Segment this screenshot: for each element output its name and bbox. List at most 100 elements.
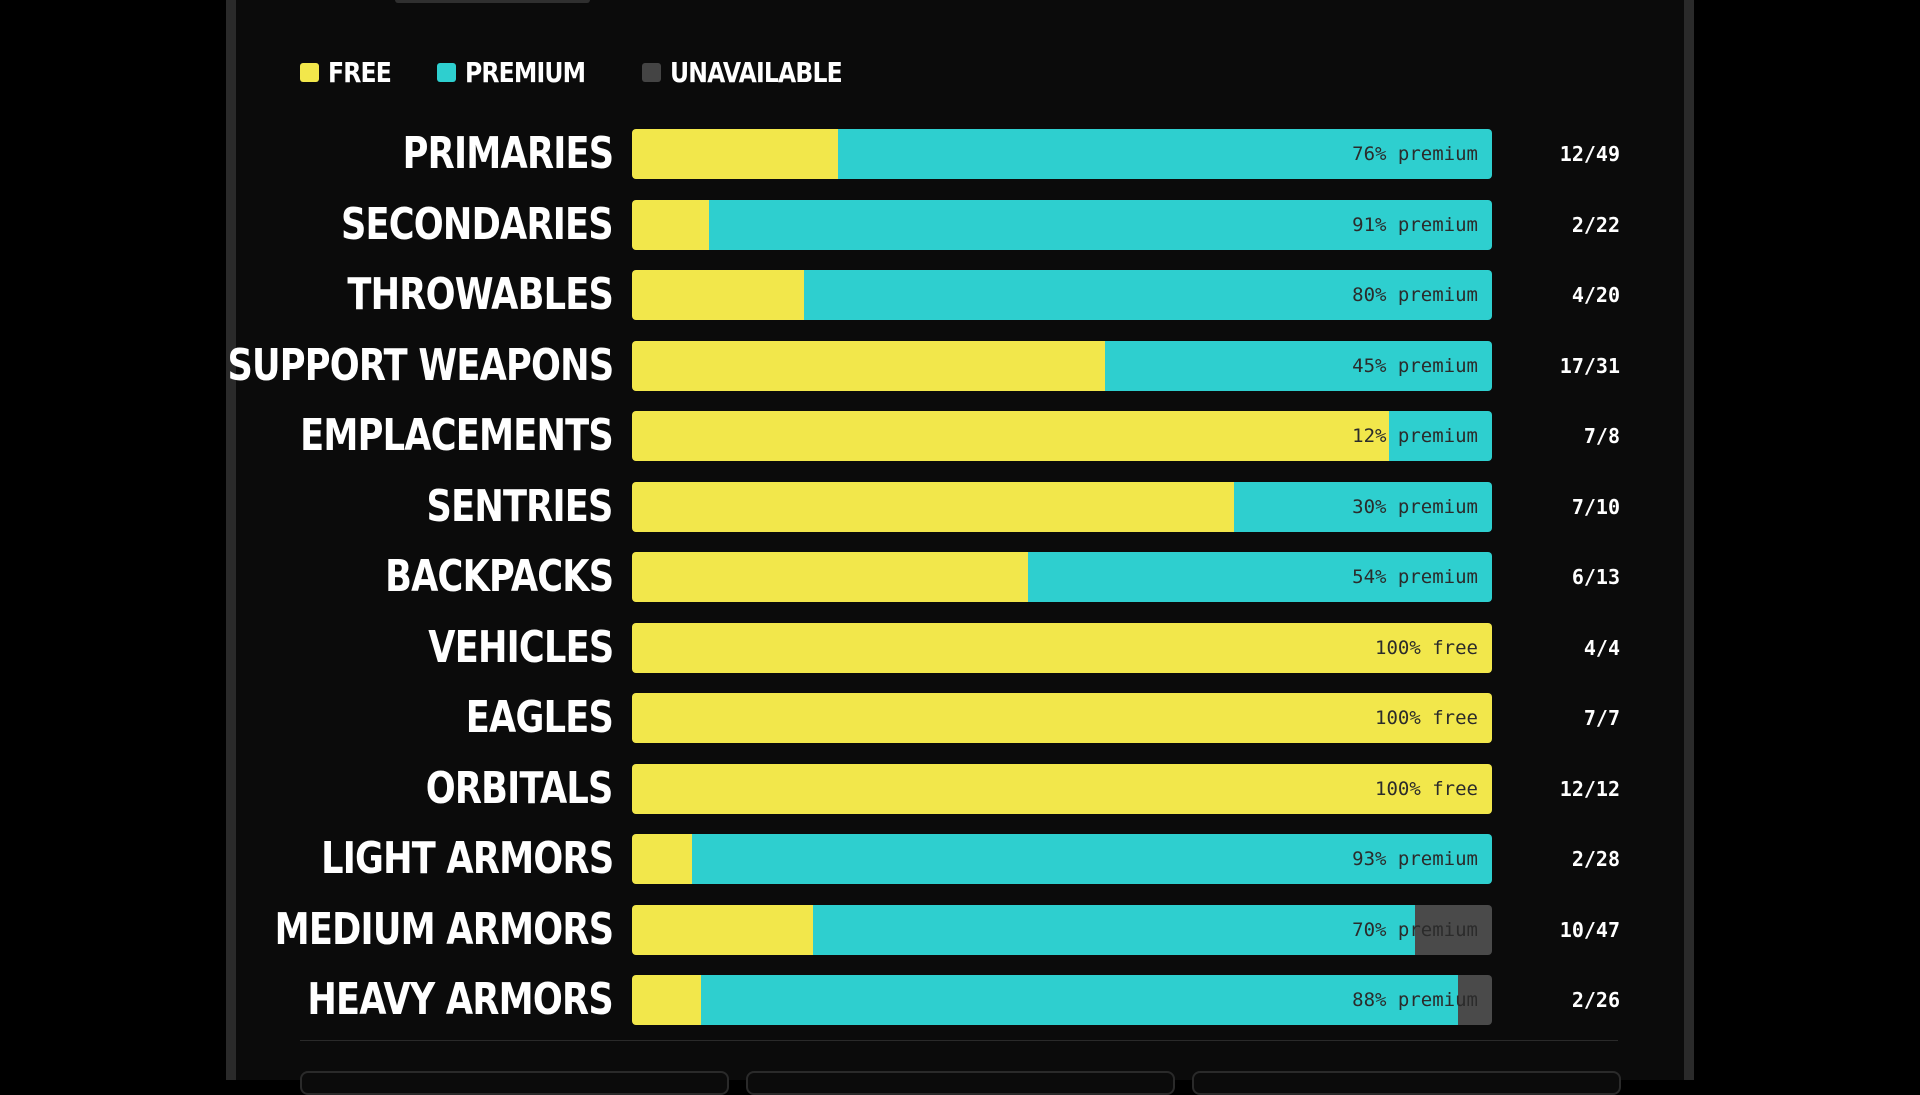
count-label: 10/47 (1559, 918, 1620, 942)
legend-item-premium: PREMIUM (436, 55, 608, 89)
bar-data-label: 70% premium (1352, 919, 1478, 941)
bottom-card-2[interactable] (746, 1071, 1175, 1095)
bar-segment-free (632, 200, 710, 250)
bottom-card-1[interactable] (300, 1071, 729, 1095)
bar-segment-premium (692, 834, 1492, 884)
bar-segment-premium (709, 200, 1492, 250)
count-label: 4/4 (1583, 636, 1620, 660)
bar-segment-premium (1234, 482, 1492, 532)
legend-label-unavailable: UNAVAILABLE (670, 55, 843, 89)
bar-data-label: 12% premium (1352, 425, 1478, 447)
count-label: 4/20 (1571, 283, 1620, 307)
bar-segment-free (632, 341, 1105, 391)
category-label: LIGHT ARMORS (320, 833, 614, 884)
category-label: SENTRIES (426, 481, 614, 532)
bar-segment-free (632, 975, 701, 1025)
bar-data-label: 76% premium (1352, 143, 1478, 165)
bar-row-emplacements: EMPLACEMENTS 12% premium 7/8 (240, 411, 1620, 461)
bar-row-medium-armors: MEDIUM ARMORS 70% premium 10/47 (240, 905, 1620, 955)
bar[interactable]: 45% premium (632, 341, 1492, 391)
bar-segment-free (632, 623, 1492, 673)
count-label: 7/10 (1571, 495, 1620, 519)
bar-segment-unavailable (1414, 905, 1492, 955)
bar-row-orbitals: ORBITALS 100% free 12/12 (240, 764, 1620, 814)
bar-data-label: 100% free (1375, 637, 1478, 659)
bar-segment-free (632, 129, 839, 179)
bar-row-sentries: SENTRIES 30% premium 7/10 (240, 482, 1620, 532)
bar-data-label: 93% premium (1352, 848, 1478, 870)
bar-row-throwables: THROWABLES 80% premium 4/20 (240, 270, 1620, 320)
bar-segment-premium (700, 975, 1458, 1025)
legend-item-unavailable: UNAVAILABLE (642, 56, 875, 89)
bar-data-label: 88% premium (1352, 989, 1478, 1011)
category-label: THROWABLES (347, 269, 613, 320)
category-label: HEAVY ARMORS (307, 974, 614, 1025)
bar[interactable]: 100% free (632, 764, 1492, 814)
legend-label-free: FREE (328, 55, 392, 89)
category-label: EMPLACEMENTS (300, 410, 614, 461)
bar[interactable]: 100% free (632, 693, 1492, 743)
bar-row-primaries: PRIMARIES 76% premium 12/49 (240, 129, 1620, 179)
bar-segment-free (632, 764, 1492, 814)
bar-segment-premium (812, 905, 1415, 955)
count-label: 7/7 (1583, 706, 1620, 730)
count-label: 2/28 (1571, 847, 1620, 871)
count-label: 6/13 (1571, 565, 1620, 589)
bar-data-label: 45% premium (1352, 355, 1478, 377)
bar-row-eagles: EAGLES 100% free 7/7 (240, 693, 1620, 743)
category-label: BACKPACKS (384, 551, 614, 602)
bar[interactable]: 70% premium (632, 905, 1492, 955)
category-label: MEDIUM ARMORS (274, 904, 613, 955)
bar-segment-free (632, 411, 1389, 461)
category-label: ORBITALS (426, 763, 614, 814)
bar-data-label: 100% free (1375, 707, 1478, 729)
bar[interactable]: 93% premium (632, 834, 1492, 884)
bar[interactable]: 30% premium (632, 482, 1492, 532)
bar-row-backpacks: BACKPACKS 54% premium 6/13 (240, 552, 1620, 602)
legend-swatch-unavailable (642, 62, 662, 82)
bar-data-label: 30% premium (1352, 496, 1478, 518)
bar-segment-free (632, 552, 1028, 602)
legend-item-free: FREE (300, 56, 403, 89)
bar[interactable]: 100% free (632, 623, 1492, 673)
bar-data-label: 100% free (1375, 778, 1478, 800)
bar-data-label: 80% premium (1352, 284, 1478, 306)
count-label: 12/49 (1559, 142, 1620, 166)
panel (236, 0, 1684, 1080)
bar-segment-premium (1027, 552, 1492, 602)
count-label: 12/12 (1559, 777, 1620, 801)
divider (300, 1040, 1618, 1041)
bar-row-light-armors: LIGHT ARMORS 93% premium 2/28 (240, 834, 1620, 884)
legend-swatch-free (300, 62, 319, 82)
bar-segment-free (632, 693, 1492, 743)
count-label: 2/22 (1571, 213, 1620, 237)
bar[interactable]: 12% premium (632, 411, 1492, 461)
bar[interactable]: 88% premium (632, 975, 1492, 1025)
bar[interactable]: 91% premium (632, 200, 1492, 250)
count-label: 2/26 (1571, 988, 1620, 1012)
legend: FREE PREMIUM UNAVAILABLE (300, 54, 909, 90)
bar-data-label: 91% premium (1352, 214, 1478, 236)
category-label: EAGLES (465, 692, 614, 743)
bar-segment-premium (804, 270, 1492, 320)
category-label: SECONDARIES (341, 199, 614, 250)
legend-swatch-premium (436, 62, 456, 82)
bar-segment-premium (1105, 341, 1492, 391)
category-label: VEHICLES (427, 622, 614, 673)
bar-row-support-weapons: SUPPORT WEAPONS 45% premium 17/31 (227, 341, 1620, 391)
bar-segment-free (632, 482, 1234, 532)
bottom-card-3[interactable] (1192, 1071, 1621, 1095)
bar-segment-free (632, 270, 804, 320)
legend-label-premium: PREMIUM (464, 55, 586, 89)
bar[interactable]: 80% premium (632, 270, 1492, 320)
category-label: SUPPORT WEAPONS (227, 340, 614, 391)
bar[interactable]: 76% premium (632, 129, 1492, 179)
bar-row-secondaries: SECONDARIES 91% premium 2/22 (240, 200, 1620, 250)
bar[interactable]: 54% premium (632, 552, 1492, 602)
bar-segment-free (632, 905, 813, 955)
top-tab[interactable] (395, 0, 590, 3)
bar-segment-free (632, 834, 693, 884)
count-label: 17/31 (1559, 354, 1620, 378)
bar-segment-premium (1388, 411, 1492, 461)
bar-segment-unavailable (1457, 975, 1492, 1025)
